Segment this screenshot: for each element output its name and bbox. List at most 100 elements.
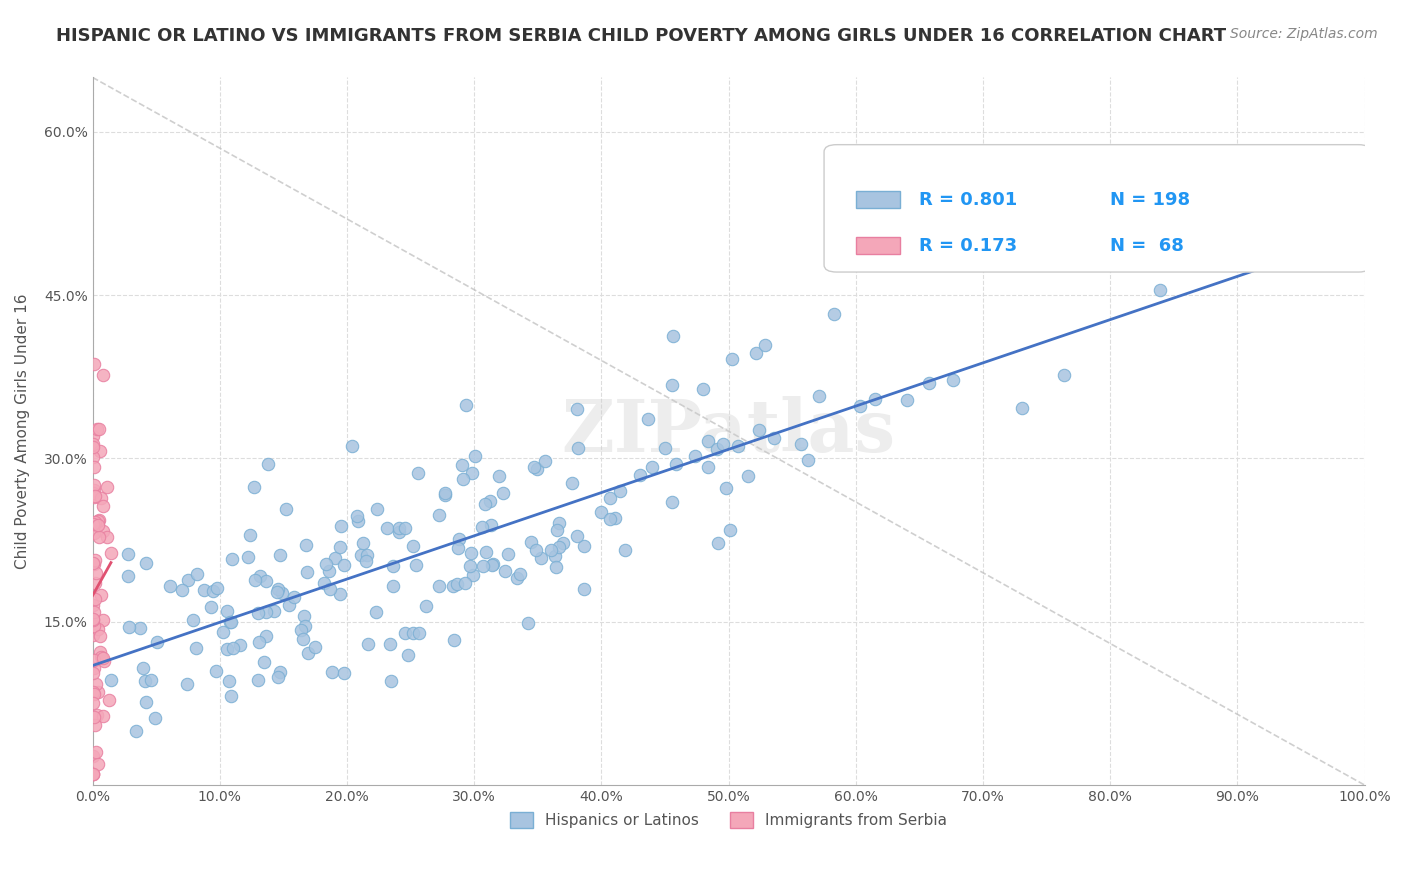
Point xyxy=(82,436,104,450)
Point xyxy=(849,399,872,413)
Point xyxy=(496,547,519,561)
Point xyxy=(347,514,370,528)
Point xyxy=(83,687,105,701)
Point xyxy=(1011,401,1033,415)
Point xyxy=(239,527,262,541)
Legend: Hispanics or Latinos, Immigrants from Serbia: Hispanics or Latinos, Immigrants from Se… xyxy=(505,805,953,834)
Point xyxy=(524,543,547,558)
Point xyxy=(87,514,110,528)
Point xyxy=(523,460,546,475)
Point xyxy=(84,718,107,732)
Point xyxy=(509,567,531,582)
Point xyxy=(83,605,105,619)
Point xyxy=(269,665,291,679)
Point xyxy=(83,710,105,724)
Point xyxy=(267,582,290,597)
Point xyxy=(143,711,166,725)
Point xyxy=(381,558,404,573)
Point xyxy=(380,673,402,688)
Point xyxy=(599,491,621,505)
Point xyxy=(82,685,104,699)
Point xyxy=(567,402,589,417)
Point xyxy=(492,486,515,500)
Point xyxy=(366,501,388,516)
Point xyxy=(87,518,110,533)
Point xyxy=(707,536,730,550)
Point xyxy=(132,661,155,675)
Point xyxy=(82,628,104,642)
Point xyxy=(683,450,706,464)
Point xyxy=(186,566,208,581)
Point xyxy=(745,346,768,360)
Point xyxy=(546,523,568,537)
Point xyxy=(318,582,340,597)
Point xyxy=(567,441,589,455)
Point xyxy=(356,554,378,568)
Point xyxy=(665,457,688,471)
Point xyxy=(83,558,105,572)
Point xyxy=(297,646,319,660)
Point xyxy=(159,579,181,593)
Point xyxy=(128,622,150,636)
Point xyxy=(754,338,776,352)
Point xyxy=(292,632,315,647)
Point xyxy=(82,696,104,710)
Point xyxy=(83,477,105,491)
Point xyxy=(340,440,363,454)
Point xyxy=(100,546,122,560)
Point xyxy=(256,457,278,471)
Point xyxy=(193,582,215,597)
Point xyxy=(727,439,749,453)
Point xyxy=(637,412,659,426)
Point xyxy=(533,454,555,468)
Point xyxy=(221,552,243,566)
Point xyxy=(247,634,270,648)
Point xyxy=(346,509,368,524)
Point xyxy=(215,604,238,618)
Text: Source: ZipAtlas.com: Source: ZipAtlas.com xyxy=(1230,27,1378,41)
Point xyxy=(253,655,276,669)
Point xyxy=(83,518,105,533)
Point xyxy=(352,536,374,550)
Point xyxy=(83,491,105,505)
Point xyxy=(526,462,548,476)
Point xyxy=(460,546,482,560)
Point xyxy=(572,540,595,554)
Point xyxy=(519,534,541,549)
Point xyxy=(84,566,107,581)
Point xyxy=(662,329,685,343)
Point xyxy=(91,524,114,538)
Point xyxy=(382,579,405,593)
Point xyxy=(176,677,198,691)
Point xyxy=(83,619,105,633)
Point xyxy=(87,757,110,772)
Point xyxy=(184,640,207,655)
Point xyxy=(357,638,380,652)
Point xyxy=(790,437,813,451)
Y-axis label: Child Poverty Among Girls Under 16: Child Poverty Among Girls Under 16 xyxy=(15,293,30,569)
Point xyxy=(269,548,291,562)
Point xyxy=(292,608,315,623)
Point xyxy=(641,460,664,475)
Point xyxy=(83,515,105,529)
Point xyxy=(219,615,242,630)
Point xyxy=(529,551,551,566)
Point xyxy=(696,434,718,448)
Point xyxy=(481,558,503,573)
Point xyxy=(797,453,820,467)
Point xyxy=(254,605,277,619)
Point xyxy=(283,591,305,605)
Point xyxy=(427,579,450,593)
Point xyxy=(540,542,562,557)
Point xyxy=(1201,197,1223,211)
Point xyxy=(408,466,430,480)
Point xyxy=(200,600,222,615)
Point xyxy=(89,444,111,458)
Point xyxy=(87,530,110,544)
Point xyxy=(329,587,352,601)
Point xyxy=(402,626,425,640)
Point xyxy=(82,767,104,781)
Point xyxy=(628,467,651,482)
Point xyxy=(415,599,437,614)
Point xyxy=(599,512,621,526)
